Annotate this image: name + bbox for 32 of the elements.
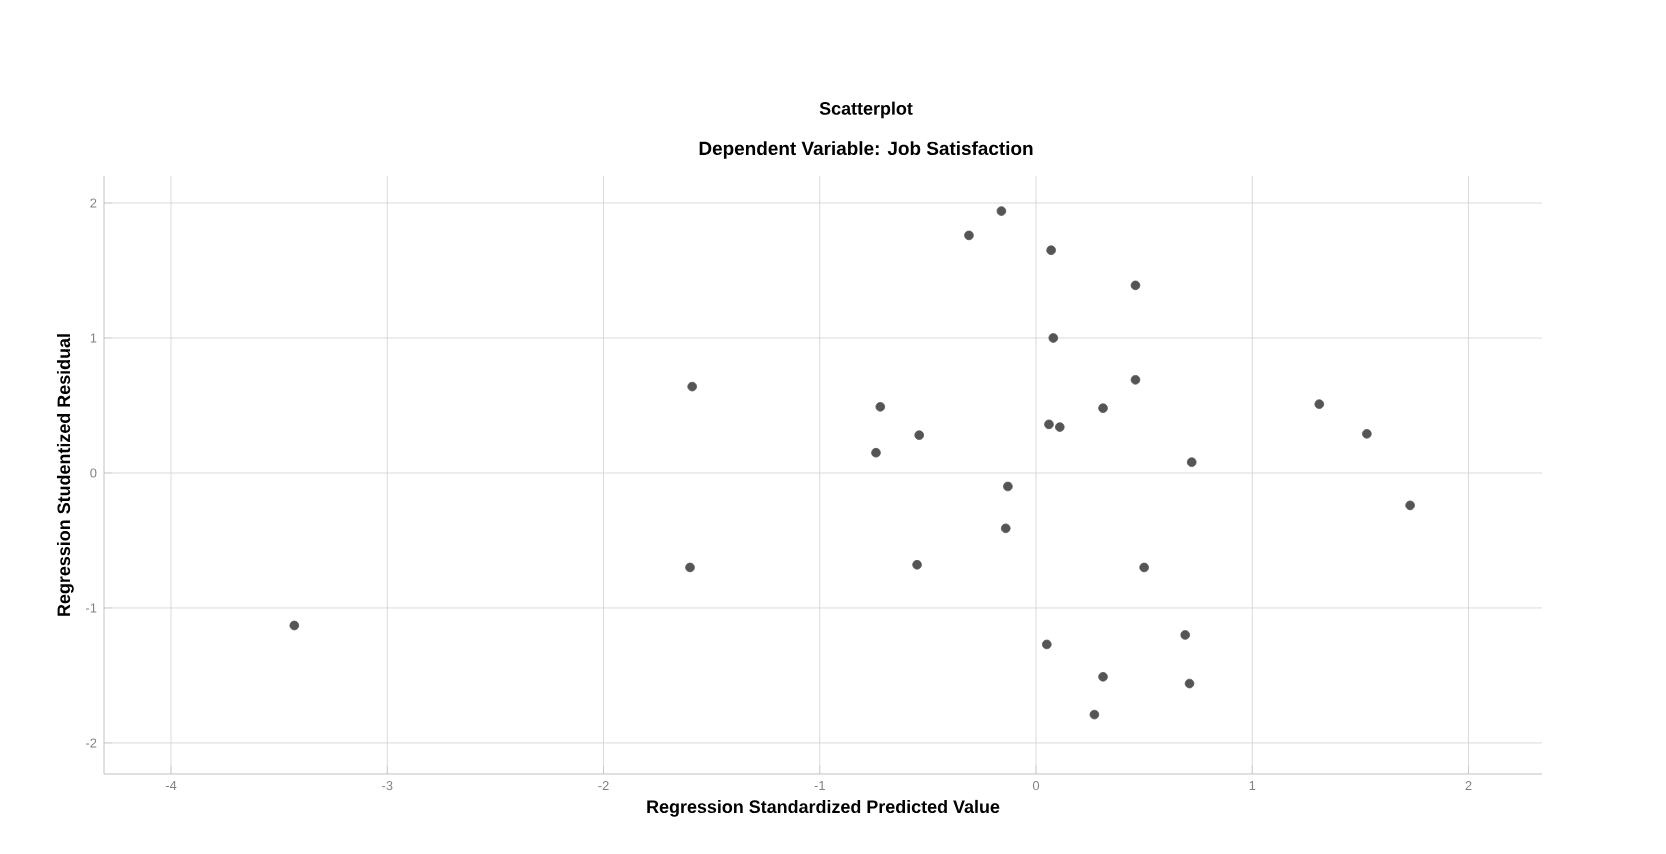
point (1000, 523, 1011, 534)
point (912, 559, 922, 570)
point (964, 230, 974, 241)
point (1098, 403, 1108, 413)
point (871, 447, 881, 458)
point (1405, 500, 1415, 511)
point (1003, 481, 1013, 492)
point (1089, 709, 1100, 720)
point (1130, 375, 1141, 385)
point (1184, 678, 1195, 689)
point (289, 620, 300, 631)
y-axis-title: Regression Studentized Residual (56, 334, 74, 616)
point (1098, 672, 1108, 682)
point (1186, 457, 1197, 467)
chart-title: Scatterplot (819, 101, 913, 119)
x-axis-title: Regression Standardized Predicted Value (647, 799, 1000, 817)
chart-subtitle: Dependent Variable: Job Satisfaction (699, 141, 1033, 159)
point (1130, 280, 1141, 291)
point (685, 562, 695, 573)
point (996, 206, 1007, 216)
point (1044, 419, 1054, 430)
point (1314, 399, 1325, 409)
point (687, 381, 697, 392)
point (1048, 333, 1059, 343)
point (1046, 245, 1056, 256)
point (914, 430, 925, 440)
point (1042, 639, 1052, 650)
point (875, 402, 886, 412)
point (1054, 422, 1065, 432)
point (1139, 562, 1149, 573)
point (1362, 429, 1372, 439)
point (1180, 630, 1191, 640)
